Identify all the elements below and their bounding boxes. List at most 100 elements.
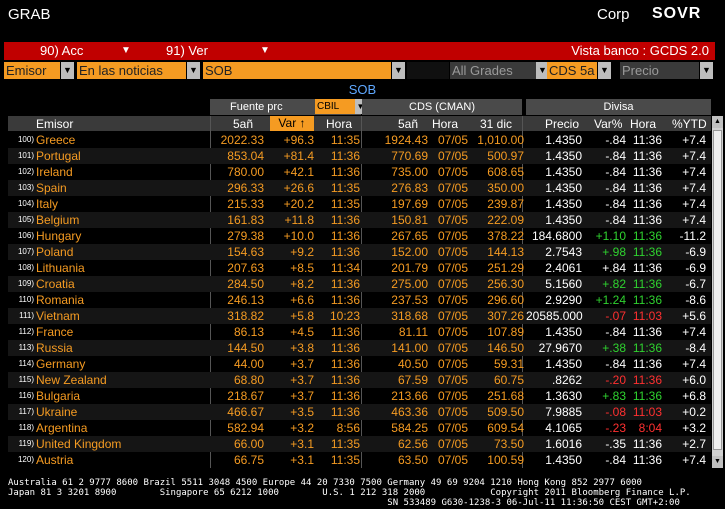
cell-dhora: 11:36	[632, 357, 662, 371]
col-31dic[interactable]: 31 dic	[480, 117, 513, 131]
table-row[interactable]: 118) Argentina 582.94 +3.2 8:56 584.25 07/05 60…	[8, 420, 711, 436]
list-subtitle: SOB	[348, 82, 377, 97]
cell-name[interactable]: United Kingdom	[36, 437, 122, 451]
table-row[interactable]: 103) Spain 296.33 +26.6 11:35 276.83 07/05 350.…	[8, 180, 711, 196]
col-cds-5y[interactable]: 5añ	[398, 117, 419, 131]
cell-name[interactable]: Belgium	[36, 213, 80, 227]
cell-ytd: -6.7	[685, 277, 706, 291]
cell-name[interactable]: Ireland	[36, 165, 73, 179]
cell-name[interactable]: Argentina	[36, 421, 88, 435]
ver-dropdown-icon[interactable]: ▼	[260, 45, 270, 56]
market-sector[interactable]: Corp	[597, 6, 630, 23]
sector-select[interactable]: SOB	[203, 62, 391, 79]
cell-s5: 296.33	[227, 181, 264, 195]
divider	[210, 116, 211, 468]
cell-name[interactable]: Italy	[36, 197, 59, 211]
cell-precio: 1.4350	[545, 325, 582, 339]
table-row[interactable]: 111) Vietnam 318.82 +5.8 10:23 318.68 07/05 307…	[8, 308, 711, 324]
cell-name[interactable]: Austria	[36, 453, 74, 467]
cell-name[interactable]: Lithuania	[36, 261, 85, 275]
cell-s5: 66.75	[233, 453, 264, 467]
cell-hora: 11:35	[330, 437, 360, 451]
cell-dic: 144.13	[487, 245, 524, 259]
cell-c5: 584.25	[391, 421, 428, 435]
column-header-row: Emisor 5añ Var ↑ Hora 5añ Hora 31 dic Pr…	[8, 116, 711, 131]
col-var-sorted[interactable]: Var ↑	[270, 116, 314, 131]
table-row[interactable]: 106) Hungary 279.38 +10.0 11:36 267.65 07/05 37…	[8, 228, 711, 244]
emisor-select[interactable]: Emisor	[4, 62, 60, 79]
table-row[interactable]: 104) Italy 215.33 +20.2 11:35 197.69 07/05 239.…	[8, 196, 711, 212]
cell-name[interactable]: Hungary	[36, 229, 82, 243]
ver-menu-button[interactable]: 91) Ver	[166, 43, 208, 58]
cell-name[interactable]: Poland	[36, 245, 74, 259]
cell-chora: 07/05	[437, 133, 468, 147]
sector-dropdown-icon[interactable]: ▼	[392, 62, 405, 79]
col-ytd[interactable]: %YTD	[672, 117, 707, 131]
acc-dropdown-icon[interactable]: ▼	[121, 45, 131, 56]
col-hora[interactable]: Hora	[326, 117, 353, 131]
blank-field[interactable]	[407, 62, 449, 79]
cell-s5: 279.38	[227, 229, 264, 243]
emisor-dropdown-icon[interactable]: ▼	[61, 62, 74, 79]
col-var-pct[interactable]: Var%	[594, 117, 623, 131]
cell-var: +3.7	[290, 357, 314, 371]
cell-hora: 11:36	[330, 229, 360, 243]
news-dropdown-icon[interactable]: ▼	[187, 62, 200, 79]
price-source-dropdown-icon[interactable]: ▼	[355, 99, 366, 114]
table-row[interactable]: 114) Germany 44.00 +3.7 11:36 40.50 07/05 59.31…	[8, 356, 711, 372]
cell-name[interactable]: Bulgaria	[36, 389, 81, 403]
table-row[interactable]: 105) Belgium 161.83 +11.8 11:36 150.81 07/05 22…	[8, 212, 711, 228]
table-row[interactable]: 109) Croatia 284.50 +8.2 11:36 275.00 07/05 256…	[8, 276, 711, 292]
table-row[interactable]: 117) Ukraine 466.67 +3.5 11:36 463.36 07/05 509…	[8, 404, 711, 420]
cell-name[interactable]: Spain	[36, 181, 67, 195]
price-select[interactable]: Precio	[620, 62, 699, 79]
table-row[interactable]: 101) Portugal 853.04 +81.4 11:36 770.69 07/05 5…	[8, 148, 711, 164]
cell-name[interactable]: Greece	[36, 133, 76, 147]
grades-dropdown-icon[interactable]: ▼	[536, 62, 549, 79]
cell-name[interactable]: France	[36, 325, 74, 339]
scroll-down-icon[interactable]: ▼	[712, 456, 723, 468]
acc-menu-button[interactable]: 90) Acc	[40, 43, 84, 58]
cell-var: +3.1	[290, 437, 314, 451]
table-row[interactable]: 116) Bulgaria 218.67 +3.7 11:36 213.66 07/05 25…	[8, 388, 711, 404]
cell-name[interactable]: Romania	[36, 293, 85, 307]
cell-dhora: 11:36	[632, 293, 662, 307]
col-sovr-5y[interactable]: 5añ	[233, 117, 254, 131]
cell-var: +3.1	[290, 453, 314, 467]
col-cds-hora[interactable]: Hora	[432, 117, 459, 131]
col-div-hora[interactable]: Hora	[630, 117, 657, 131]
cell-var: +11.8	[284, 213, 314, 227]
cell-name[interactable]: Vietnam	[36, 309, 80, 323]
table-row[interactable]: 119) United Kingdom 66.00 +3.1 11:35 62.56 07/…	[8, 436, 711, 452]
price-dropdown-icon[interactable]: ▼	[700, 62, 713, 79]
table-row[interactable]: 107) Poland 154.63 +9.2 11:36 152.00 07/05 144.…	[8, 244, 711, 260]
cds-select[interactable]: CDS 5a	[547, 62, 597, 79]
cell-name[interactable]: New Zealand	[36, 373, 107, 387]
cell-dhora: 11:36	[632, 245, 662, 259]
table-row[interactable]: 110) Romania 246.13 +6.6 11:36 237.53 07/05 296…	[8, 292, 711, 308]
cell-dic: 100.59	[487, 453, 524, 467]
vertical-scrollbar[interactable]: ▲ ▼	[712, 116, 723, 468]
cell-name[interactable]: Portugal	[36, 149, 81, 163]
cell-name[interactable]: Germany	[36, 357, 86, 371]
price-source-select[interactable]: CBIL	[315, 99, 355, 114]
cell-name[interactable]: Croatia	[36, 277, 75, 291]
news-select[interactable]: En las noticias	[77, 62, 186, 79]
cds-dropdown-icon[interactable]: ▼	[598, 62, 611, 79]
table-row[interactable]: 113) Russia 144.50 +3.8 11:36 141.00 07/05 146.…	[8, 340, 711, 356]
table-row[interactable]: 108) Lithuania 207.63 +8.5 11:34 201.79 07/05 2…	[8, 260, 711, 276]
cell-name[interactable]: Russia	[36, 341, 73, 355]
scroll-up-icon[interactable]: ▲	[712, 116, 723, 128]
table-row[interactable]: 102) Ireland 780.00 +42.1 11:36 735.00 07/05 60…	[8, 164, 711, 180]
grades-select[interactable]: All Grades	[450, 62, 536, 79]
scroll-thumb[interactable]	[713, 130, 722, 450]
table-row[interactable]: 120) Austria 66.75 +3.1 11:35 63.50 07/05 100.5…	[8, 452, 711, 468]
table-row[interactable]: 112) France 86.13 +4.5 11:36 81.11 07/05 107.89…	[8, 324, 711, 340]
col-precio[interactable]: Precio	[545, 117, 580, 131]
cell-s5: 161.83	[227, 213, 264, 227]
cell-varp: -.84	[605, 357, 626, 371]
cell-name[interactable]: Ukraine	[36, 405, 78, 419]
col-emisor[interactable]: Emisor	[36, 117, 74, 131]
table-row[interactable]: 100) Greece 2022.33 +96.3 11:35 1924.43 07/05 1…	[8, 132, 711, 148]
table-row[interactable]: 115) New Zealand 68.80 +3.7 11:36 67.59 07/05 6…	[8, 372, 711, 388]
